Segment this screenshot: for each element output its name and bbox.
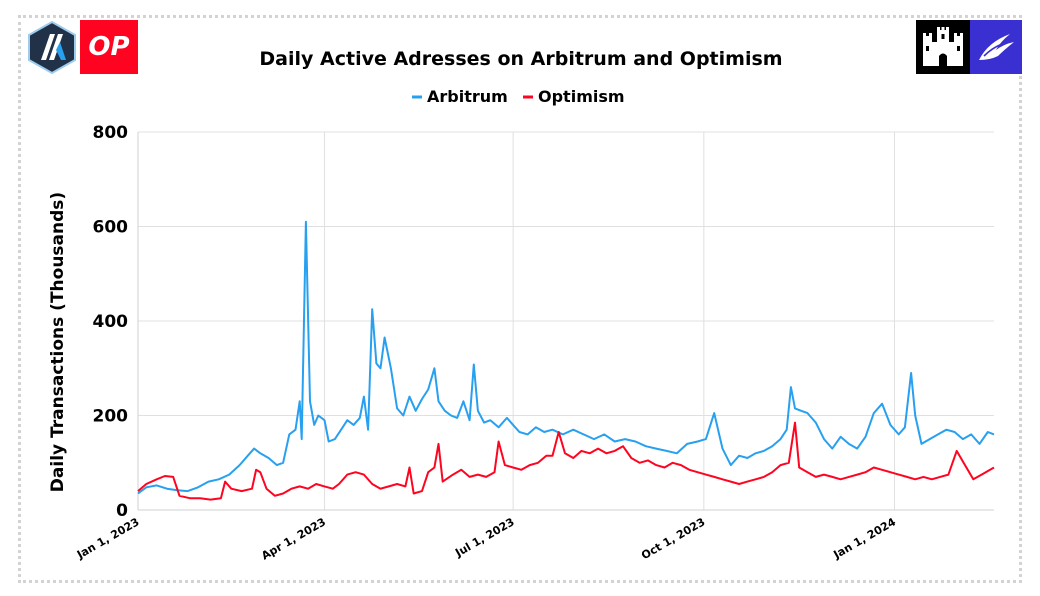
optimism-logo-text: OP xyxy=(88,32,130,62)
y-tick-label: 400 xyxy=(93,312,129,332)
y-tick-label: 0 xyxy=(116,501,128,521)
chart-frame xyxy=(18,15,1022,583)
y-tick-label: 600 xyxy=(93,218,129,238)
bird-logo xyxy=(970,20,1022,74)
legend-label-arbitrum: Arbitrum xyxy=(427,87,508,106)
y-axis-label: Daily Transactions (Thousands) xyxy=(48,192,68,492)
series-line-optimism xyxy=(137,421,995,501)
series-line-arbitrum xyxy=(137,220,995,495)
legend-label-optimism: Optimism xyxy=(538,87,625,106)
x-tick-label: Jan 1, 2024 xyxy=(830,515,898,562)
x-tick-label: Jul 1, 2023 xyxy=(452,515,516,560)
y-tick-label: 200 xyxy=(93,407,129,427)
castle-logo xyxy=(916,20,970,74)
x-tick-label: Apr 1, 2023 xyxy=(259,515,328,562)
x-tick-label: Jan 1, 2023 xyxy=(74,515,142,561)
y-tick-label: 800 xyxy=(93,123,129,143)
chart-title: Daily Active Adresses on Arbitrum and Op… xyxy=(259,48,782,70)
x-tick-label: Oct 1, 2023 xyxy=(639,515,707,562)
arbitrum-logo xyxy=(28,20,76,74)
optimism-logo: OP xyxy=(80,20,138,74)
